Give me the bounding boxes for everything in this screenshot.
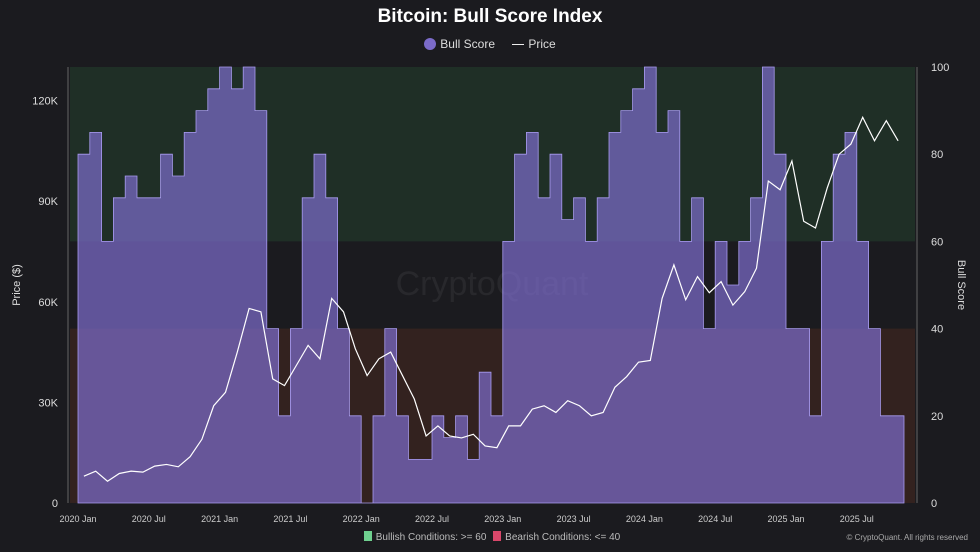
legend-bull-score[interactable]: Bull Score <box>440 37 495 51</box>
x-tick: 2022 Jul <box>415 514 449 524</box>
x-tick: 2024 Jul <box>698 514 732 524</box>
y-right-tick: 20 <box>931 411 943 423</box>
legend: Bull Score Price <box>0 37 980 51</box>
x-tick: 2022 Jan <box>343 514 380 524</box>
bearish-swatch <box>493 531 502 541</box>
y-right-tick: 80 <box>931 149 943 161</box>
x-tick: 2021 Jul <box>273 514 307 524</box>
y-right-tick: 60 <box>931 236 943 248</box>
y-left-tick: 120K <box>32 96 58 108</box>
y-left-tick: 0 <box>52 498 58 510</box>
y-left-tick: 90K <box>38 196 58 208</box>
legend-price-swatch[interactable] <box>512 44 525 45</box>
y-left-label: Price ($) <box>11 264 23 306</box>
x-tick: 2025 Jan <box>767 514 804 524</box>
x-tick: 2020 Jul <box>132 514 166 524</box>
x-tick: 2024 Jan <box>626 514 663 524</box>
bull-score-area <box>77 66 905 504</box>
band-legend: Bullish Conditions: >= 60 Bearish Condit… <box>0 531 980 543</box>
y-right-tick: 40 <box>931 324 943 336</box>
bullish-label: Bullish Conditions: >= 60 <box>375 532 487 543</box>
x-tick: 2021 Jan <box>201 514 238 524</box>
x-tick: 2023 Jul <box>557 514 591 524</box>
chart-title: Bitcoin: Bull Score Index <box>377 6 603 27</box>
bullish-swatch <box>363 531 372 541</box>
copyright: © CryptoQuant. All rights reserved <box>846 533 969 542</box>
legend-price[interactable]: Price <box>528 37 556 51</box>
x-tick: 2025 Jul <box>840 514 874 524</box>
y-left-tick: 60K <box>38 297 58 309</box>
bearish-label: Bearish Conditions: <= 40 <box>505 532 621 543</box>
x-tick: 2023 Jan <box>484 514 521 524</box>
legend-bull-score-swatch[interactable] <box>424 38 437 50</box>
y-right-label: Bull Score <box>955 260 967 310</box>
y-left-tick: 30K <box>38 397 58 409</box>
price-line <box>83 115 899 482</box>
x-tick: 2020 Jan <box>59 514 96 524</box>
y-right-tick: 0 <box>931 498 937 510</box>
y-right-tick: 100 <box>931 62 949 74</box>
